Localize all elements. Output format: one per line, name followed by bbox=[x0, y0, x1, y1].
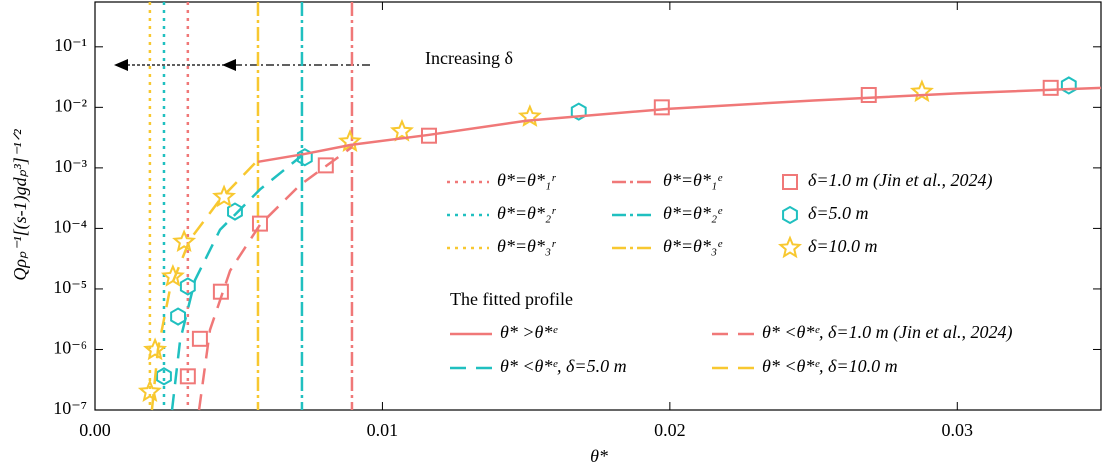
fitted-curve bbox=[150, 159, 259, 411]
hexagon-marker bbox=[782, 205, 798, 225]
plot-frame bbox=[94, 1, 1102, 411]
star-marker bbox=[143, 337, 168, 361]
x-tick-label: 0.03 bbox=[942, 420, 974, 440]
fitted-curve bbox=[170, 154, 303, 411]
legend-label: δ=5.0 m bbox=[808, 203, 869, 223]
fitted-curve bbox=[197, 146, 353, 411]
square-marker bbox=[317, 157, 334, 174]
square-marker bbox=[251, 215, 268, 232]
legend-label: θ* <θ*ᵉ, δ=1.0 m (Jin et al., 2024) bbox=[762, 322, 1013, 343]
annotation-arrows bbox=[114, 59, 370, 71]
star-marker bbox=[389, 118, 414, 142]
hexagon-marker bbox=[570, 102, 587, 121]
legend-label: θ* <θ*ᵉ, δ=5.0 m bbox=[500, 356, 627, 376]
y-tick-label: 10⁻¹ bbox=[54, 35, 87, 55]
y-tick-label: 10⁻⁵ bbox=[53, 277, 87, 297]
y-tick-label: 10⁻⁴ bbox=[53, 217, 87, 237]
y-axis-label: Qρₚ⁻¹[(s-1)gdₚ³]⁻¹ᐟ² bbox=[10, 129, 31, 281]
legend-label: θ*=θ*₂ʳ bbox=[497, 203, 556, 223]
legend-label: θ* >θ*ᵉ bbox=[500, 322, 558, 342]
legend-label: θ*=θ*₂ᵉ bbox=[663, 203, 723, 223]
legend-label: θ*=θ*₃ᵉ bbox=[663, 236, 723, 256]
star-marker bbox=[212, 184, 237, 208]
legend-label: θ*=θ*₃ʳ bbox=[497, 236, 556, 256]
star-marker bbox=[909, 79, 934, 103]
legend-label: δ=1.0 m (Jin et al., 2024) bbox=[808, 170, 992, 191]
fitted-curve bbox=[257, 86, 1102, 164]
square-marker bbox=[860, 86, 877, 103]
square-marker bbox=[653, 99, 670, 116]
square-marker bbox=[191, 330, 208, 347]
y-tick-label: 10⁻² bbox=[54, 95, 87, 115]
y-tick-label: 10⁻⁷ bbox=[53, 398, 87, 418]
annotation: Increasing δ bbox=[425, 48, 513, 68]
hexagon-marker bbox=[179, 277, 196, 296]
legend-subtitle: The fitted profile bbox=[450, 289, 573, 309]
star-marker bbox=[778, 235, 802, 259]
square-marker bbox=[179, 368, 196, 385]
legend-label: δ=10.0 m bbox=[808, 236, 878, 256]
square-marker bbox=[1042, 79, 1059, 96]
hexagon-marker bbox=[170, 307, 186, 326]
y-tick-label: 10⁻³ bbox=[54, 156, 88, 176]
square-marker bbox=[782, 174, 798, 190]
x-tick-label: 0.02 bbox=[654, 420, 686, 440]
star-marker bbox=[137, 379, 162, 402]
hexagon-marker bbox=[156, 367, 172, 386]
hexagon-marker bbox=[1060, 76, 1077, 95]
star-marker bbox=[172, 229, 197, 253]
legend-label: θ*=θ*₁ᵉ bbox=[663, 170, 723, 190]
y-tick-label: 10⁻⁶ bbox=[53, 338, 87, 358]
legend-label: θ*=θ*₁ʳ bbox=[497, 170, 556, 190]
legend-label: θ* <θ*ᵉ, δ=10.0 m bbox=[762, 356, 898, 376]
x-axis-label: θ* bbox=[590, 446, 608, 466]
x-tick-label: 0.01 bbox=[367, 420, 399, 440]
x-tick-label: 0.00 bbox=[79, 420, 111, 440]
